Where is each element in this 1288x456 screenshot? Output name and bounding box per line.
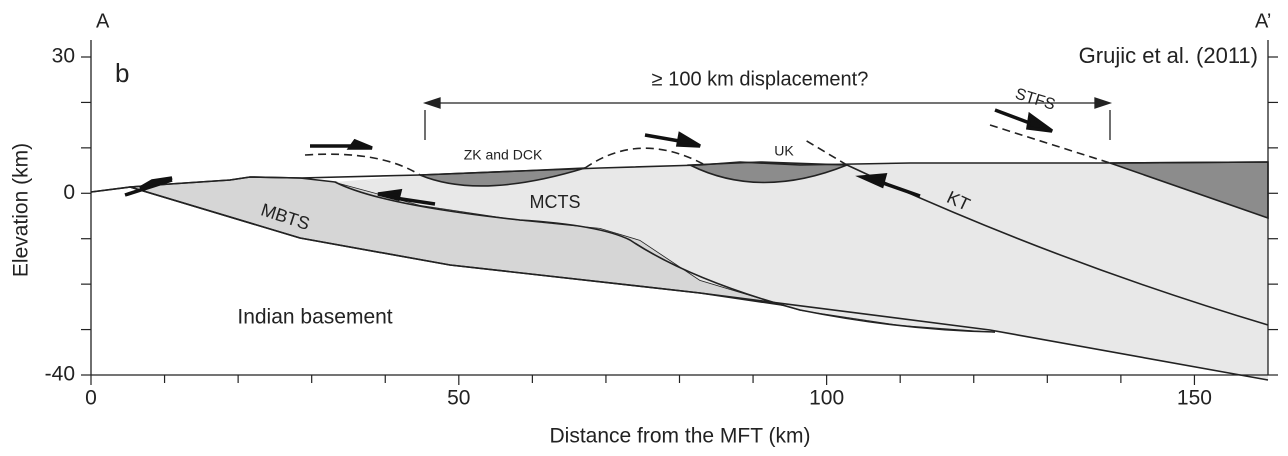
x-tick-label: 150 xyxy=(1177,387,1212,410)
surface xyxy=(90,161,1269,193)
stfs-projection xyxy=(989,124,1111,164)
unit-label: UK xyxy=(774,143,794,159)
displacement-label: ≥ 100 km displacement? xyxy=(652,68,869,90)
unit-label: ZK and DCK xyxy=(464,147,543,163)
y-tick-label: -40 xyxy=(45,363,75,386)
mcts-projection xyxy=(584,147,706,169)
x-axis-title: Distance from the MFT (km) xyxy=(550,425,811,448)
citation: Grujic et al. (2011) xyxy=(1079,43,1258,68)
x-tick-label: 50 xyxy=(447,387,470,410)
shear-arrows xyxy=(124,108,1054,206)
unit-label: Indian basement xyxy=(237,306,392,329)
y-axis-title: Elevation (km) xyxy=(10,143,33,277)
fault-label: MCTS xyxy=(530,192,581,212)
fault-label: STFS xyxy=(1013,86,1057,114)
greater-himalaya xyxy=(335,163,1268,380)
y-tick-label: 30 xyxy=(52,45,75,68)
mcts xyxy=(334,181,996,333)
mbt-base xyxy=(129,186,1269,381)
kt-projection xyxy=(804,139,848,166)
x-tick-label: 100 xyxy=(809,387,844,410)
x-tick-label: 0 xyxy=(85,387,97,410)
section-start: A xyxy=(96,10,110,32)
displacement-arrow xyxy=(422,97,1113,140)
section-end: A’ xyxy=(1255,10,1271,32)
y-tick-label: 0 xyxy=(63,181,75,204)
mcts-projection xyxy=(304,153,421,176)
panel-label: b xyxy=(115,58,129,88)
